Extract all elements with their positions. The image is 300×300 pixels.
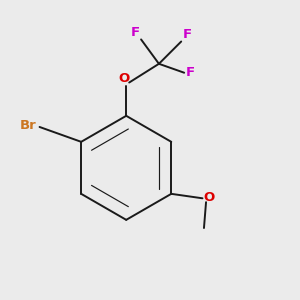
Text: F: F	[183, 28, 192, 40]
Text: Br: Br	[20, 119, 37, 132]
Text: O: O	[118, 72, 130, 85]
Text: F: F	[186, 66, 195, 79]
Text: O: O	[203, 191, 214, 204]
Text: F: F	[130, 26, 140, 38]
